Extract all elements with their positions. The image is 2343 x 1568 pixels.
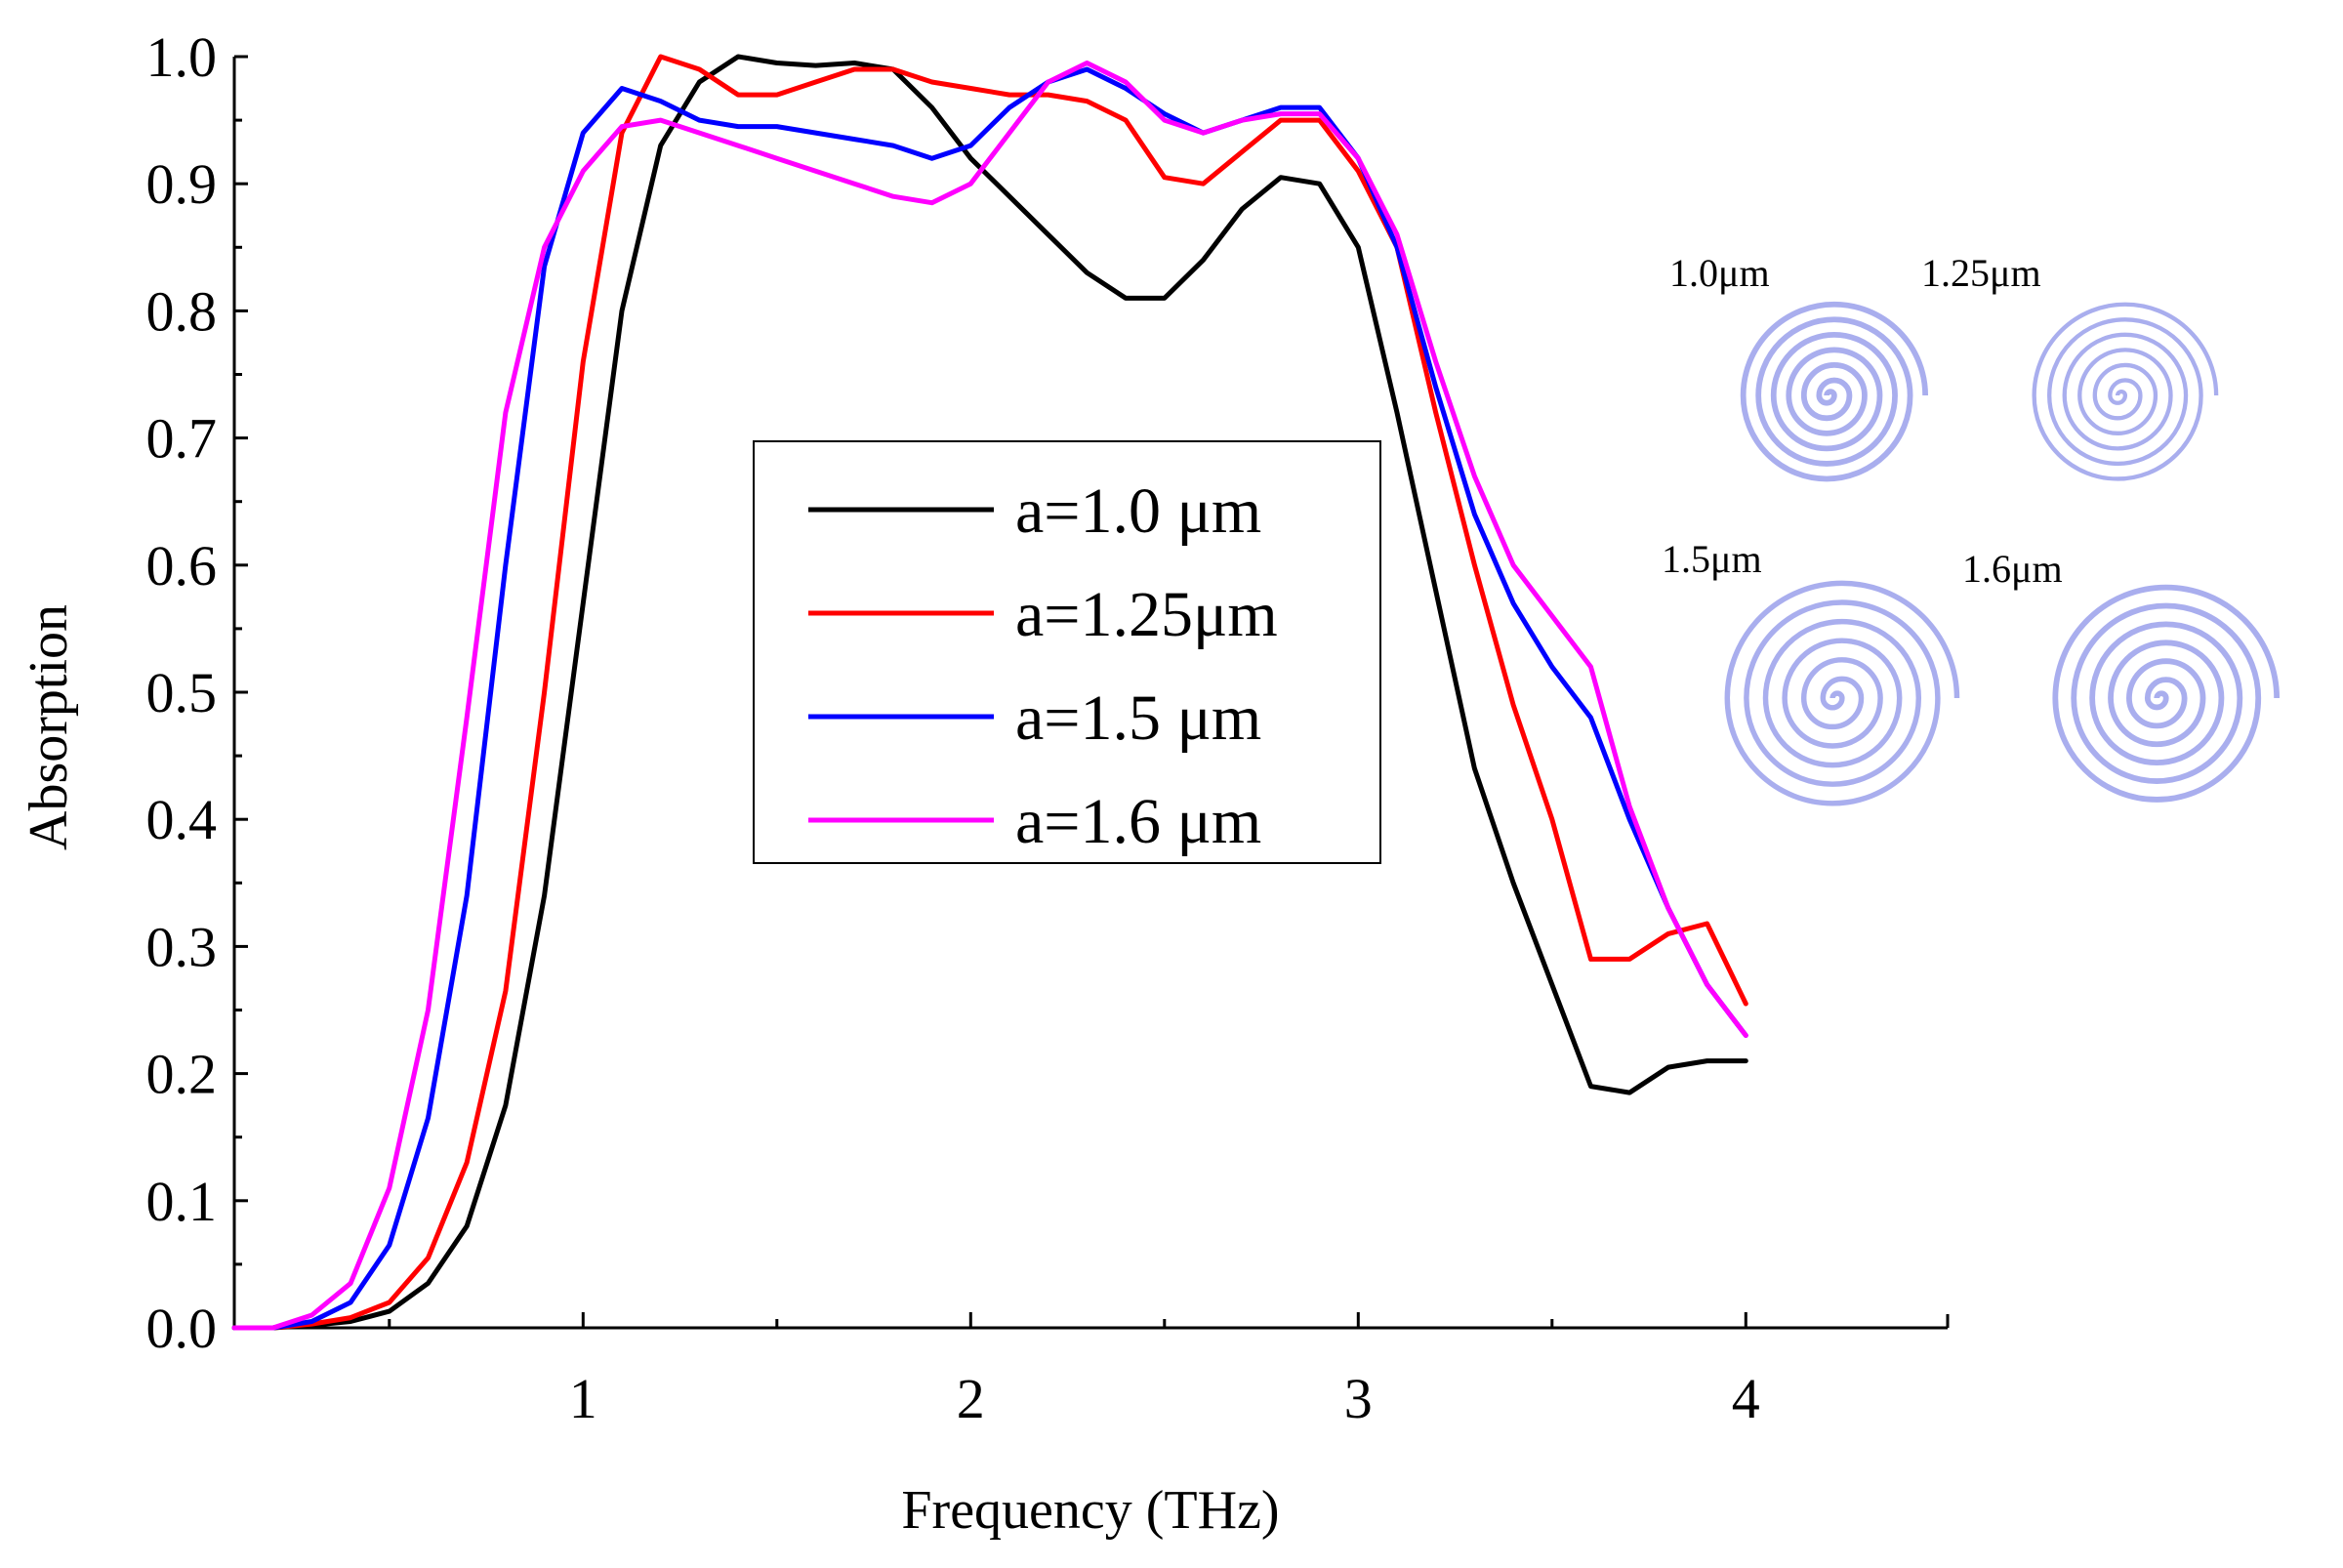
x-ticks: 1 2 3 4 — [388, 1312, 1760, 1430]
x-tick-label: 3 — [1344, 1367, 1373, 1430]
y-tick-label: 0.0 — [146, 1297, 218, 1360]
y-tick-label: 0.9 — [146, 152, 218, 216]
series-line-3 — [231, 66, 1748, 1331]
spiral-1-5um — [1727, 583, 1956, 803]
legend-label-1: a=1.0 μm — [1015, 475, 1261, 547]
inset-label-1-5um: 1.5μm — [1662, 537, 1762, 581]
series-line-4 — [231, 61, 1748, 1331]
y-tick-label: 0.2 — [146, 1043, 218, 1106]
x-axis-title: Frequency (THz) — [901, 1480, 1279, 1541]
inset-label-1-0um: 1.0μm — [1669, 251, 1770, 295]
series-lines — [231, 54, 1748, 1331]
legend-items: a=1.0 μm a=1.25μm a=1.5 μm a=1.6 μm — [808, 475, 1278, 857]
y-tick-label: 0.4 — [146, 788, 218, 851]
y-tick-label: 0.5 — [146, 661, 218, 724]
y-tick-label: 0.7 — [146, 407, 218, 471]
inset-label-1-6um: 1.6μm — [1962, 547, 2063, 591]
series-line-1 — [231, 54, 1748, 1331]
y-ticks: 0.0 0.1 0.2 0.3 0.4 0.5 0.6 0.7 0.8 0.9 1.0 — [146, 25, 248, 1360]
inset-spirals: 1.0μm 1.25μm 1.5μm 1.6μm — [1662, 251, 2277, 804]
spiral-1-6um — [2055, 588, 2277, 800]
legend: a=1.0 μm a=1.25μm a=1.5 μm a=1.6 μm — [753, 440, 1381, 864]
legend-label-4: a=1.6 μm — [1015, 786, 1261, 857]
spiral-1-25um — [2035, 305, 2216, 479]
x-tick-label: 1 — [569, 1367, 597, 1430]
inset-label-1-25um: 1.25μm — [1921, 251, 2041, 295]
x-tick-label: 2 — [957, 1367, 985, 1430]
spiral-1-0um — [1744, 305, 1925, 479]
y-tick-label: 0.1 — [146, 1170, 218, 1233]
y-axis-title: Absorption — [19, 604, 79, 850]
y-tick-label: 0.3 — [146, 915, 218, 978]
y-tick-label: 1.0 — [146, 25, 218, 89]
y-tick-label: 0.6 — [146, 534, 218, 598]
x-tick-label: 4 — [1732, 1367, 1760, 1430]
series-line-2 — [231, 54, 1748, 1331]
legend-label-3: a=1.5 μm — [1015, 682, 1261, 754]
legend-label-2: a=1.25μm — [1015, 579, 1278, 650]
y-tick-label: 0.8 — [146, 279, 218, 343]
